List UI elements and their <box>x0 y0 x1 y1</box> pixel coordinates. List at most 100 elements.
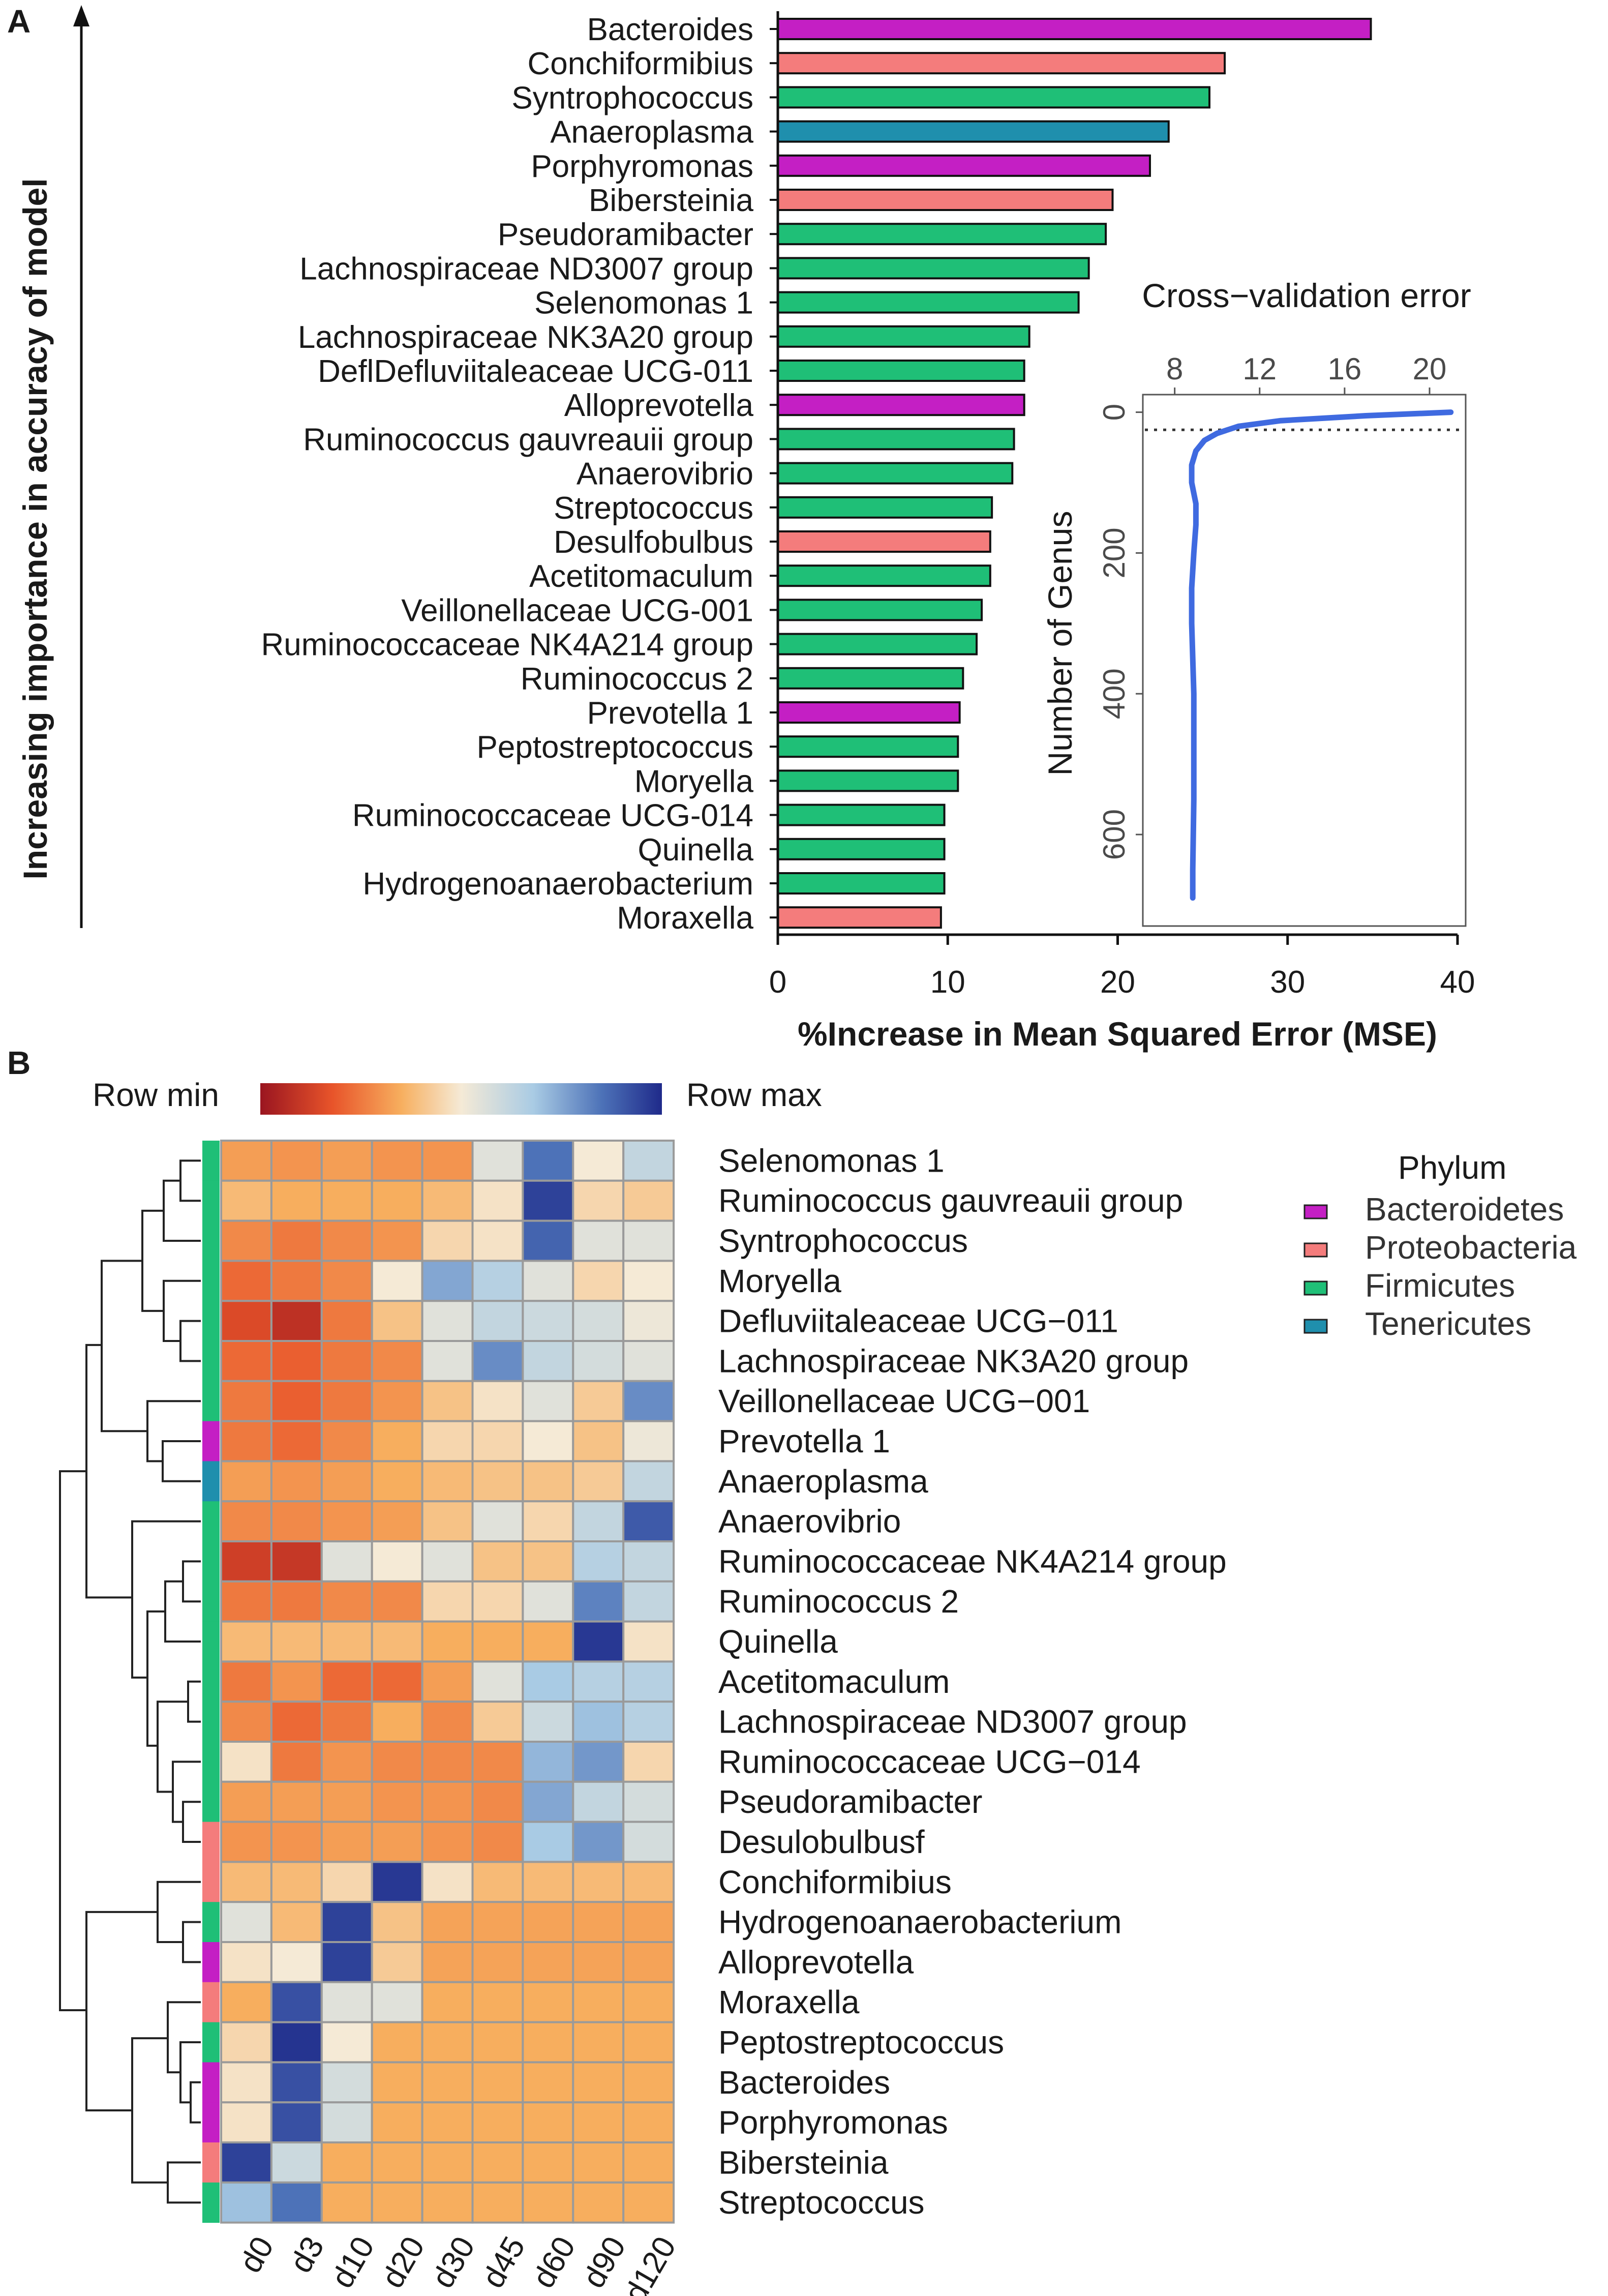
bar-ruminococcaceae-ucg-014 <box>777 803 946 826</box>
heatmap-cell <box>421 1380 474 1422</box>
heatmap-cell <box>371 1260 423 1302</box>
heatmap-cell <box>371 1340 423 1382</box>
heatmap-cell <box>471 1660 524 1703</box>
dendrogram-branch <box>131 2037 168 2184</box>
heatmap-row-label: Anaeroplasma <box>718 1463 928 1500</box>
heatmap-cell <box>270 1420 323 1463</box>
heatmap-cell <box>522 1701 574 1743</box>
bar-category-label: DeflDefluviitaleaceae UCG-011 <box>318 354 753 389</box>
bar-y-axis-label: Increasing importance in accuracy of mod… <box>16 178 54 879</box>
dendrogram-branch <box>59 1470 86 2011</box>
heatmap-cell <box>421 2021 474 2064</box>
heatmap-cell <box>371 1380 423 1422</box>
heatmap-cell <box>371 1821 423 1863</box>
heatmap-cell <box>522 1460 574 1503</box>
heatmap-cell <box>270 1380 323 1422</box>
panel-label-b: B <box>7 1045 31 1081</box>
bar-anaerovibrio <box>777 462 1014 485</box>
dendrogram-branch <box>163 1279 201 1342</box>
heatmap-cell <box>320 1219 373 1262</box>
heatmap-cell <box>572 1780 625 1823</box>
heatmap-cell <box>371 2181 423 2224</box>
dendrogram-branch <box>146 1400 201 1463</box>
heatmap-cell <box>270 2101 323 2144</box>
heatmap-row-label: Alloprevotella <box>718 1944 914 1980</box>
heatmap-cell <box>220 2181 272 2224</box>
heatmap-cell <box>320 2061 373 2104</box>
row-phylum-annotation <box>202 1141 220 2223</box>
heatmap-cell <box>220 1821 272 1863</box>
bar-bibersteinia <box>777 189 1114 211</box>
bar-category-label: Quinella <box>638 832 754 868</box>
row-phylum-swatch <box>202 1621 220 1662</box>
heatmap-cell <box>371 1219 423 1262</box>
legend-label-bacteroidetes: Bacteroidetes <box>1365 1191 1564 1228</box>
heatmap-column-label: d120 <box>618 2231 683 2296</box>
heatmap-cell <box>421 1701 474 1743</box>
bar-lachnospiraceae-nd3007-group <box>777 257 1090 280</box>
heatmap-cell <box>220 2061 272 2104</box>
heatmap-cell <box>220 1260 272 1302</box>
heatmap-cell <box>471 1780 524 1823</box>
row-phylum-swatch <box>202 1381 220 1422</box>
heatmap-cell <box>522 1140 574 1182</box>
heatmap-cell <box>622 1219 675 1262</box>
bar-category-label: Moryella <box>634 764 754 799</box>
legend-label-proteobacteria: Proteobacteria <box>1365 1229 1577 1266</box>
row-phylum-swatch <box>202 1301 220 1341</box>
legend-swatch-proteobacteria <box>1303 1242 1328 1258</box>
bar-pseudoramibacter <box>777 223 1107 246</box>
heatmap-cell <box>572 1741 625 1783</box>
heatmap-cell <box>522 1901 574 1943</box>
dendrogram-branch <box>101 1260 147 1433</box>
heatmap-cell <box>471 1300 524 1342</box>
dendrogram-branch <box>167 2001 201 2074</box>
heatmap-cell <box>471 1179 524 1222</box>
heatmap-cell <box>522 1741 574 1783</box>
heatmap-cell <box>522 2141 574 2184</box>
heatmap-cell <box>371 1780 423 1823</box>
dendrogram-branch <box>167 2161 201 2204</box>
heatmap-cell <box>622 1140 675 1182</box>
heatmap-row-label: Quinella <box>718 1623 838 1660</box>
legend-swatch-tenericutes <box>1303 1319 1328 1334</box>
heatmap-cell <box>572 1981 625 2023</box>
heatmap-cell <box>622 1741 675 1783</box>
bar-category-label: Prevotella 1 <box>587 696 753 731</box>
inset-cv-curve <box>1189 409 1454 901</box>
heatmap-cell <box>622 1179 675 1222</box>
heatmap-cell <box>270 1260 323 1302</box>
heatmap-cell <box>421 2141 474 2184</box>
bar-quinella <box>777 838 946 860</box>
heatmap-cell <box>522 1260 574 1302</box>
heatmap-cell <box>371 1140 423 1182</box>
bar-x-tick-label: 10 <box>930 965 965 1000</box>
bar-category-label: Ruminococcaceae NK4A214 group <box>261 628 753 663</box>
heatmap-cell <box>220 1420 272 1463</box>
heatmap-cell <box>522 1941 574 1983</box>
bar-ruminococcaceae-nk4a214-group <box>777 633 978 655</box>
heatmap-cell <box>220 1580 272 1623</box>
panel-a: A Increasing importance in accuracy of m… <box>7 3 1475 1053</box>
heatmap-cell <box>371 2021 423 2064</box>
heatmap-row-label: Porphyromonas <box>718 2104 948 2141</box>
heatmap-cell <box>421 1580 474 1623</box>
heatmap-cell <box>421 1300 474 1342</box>
heatmap-cell <box>270 1741 323 1783</box>
color-scale-max-label: Row max <box>686 1077 822 1113</box>
inset-x-tick-label: 16 <box>1328 352 1362 386</box>
row-phylum-swatch <box>202 1942 220 1983</box>
dendrogram-branch <box>131 1520 201 1679</box>
heatmap-cell <box>522 1861 574 1903</box>
heatmap-cell <box>622 1701 675 1743</box>
row-phylum-swatch <box>202 2142 220 2183</box>
legend-label-tenericutes: Tenericutes <box>1365 1305 1531 1342</box>
heatmap-cell <box>320 1821 373 1863</box>
bar-porphyromonas <box>777 154 1151 177</box>
heatmap-cell <box>270 1500 323 1542</box>
heatmap-cell <box>522 1620 574 1663</box>
bar-category-label: Pseudoramibacter <box>498 217 753 252</box>
row-phylum-swatch <box>202 1661 220 1702</box>
bar-x-tick-label: 30 <box>1270 965 1305 1000</box>
